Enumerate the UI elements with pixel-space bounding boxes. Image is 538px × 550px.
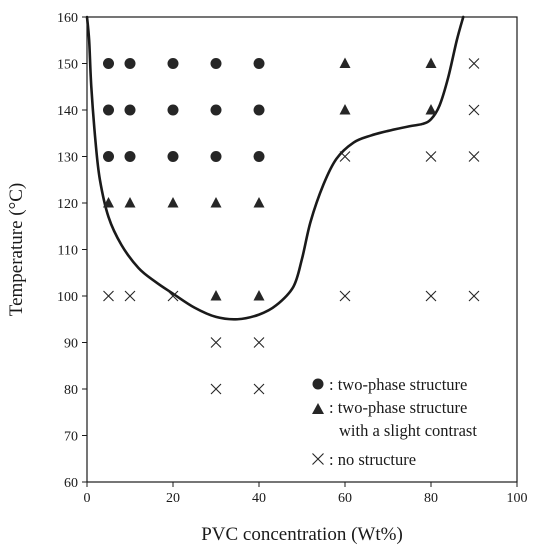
circle-point (210, 104, 222, 116)
circle-point (167, 58, 179, 69)
y-tick-label: 160 (57, 11, 78, 26)
x-axis-title: PVC concentration (Wt%) (201, 524, 403, 545)
circle-point (124, 58, 136, 69)
circle-point (103, 58, 114, 69)
circle-point (253, 58, 265, 69)
x-point (124, 290, 136, 302)
legend: : two-phase structure : two-phase struct… (312, 375, 477, 469)
y-tick-label: 90 (64, 337, 78, 352)
y-tick-label: 150 (57, 58, 78, 73)
phase-boundary-curve (85, 15, 465, 321)
y-axis: 60 70 80 90 100 110 120 130 140 150 160 (57, 11, 87, 491)
x-point (339, 290, 351, 302)
circle-point (124, 104, 136, 116)
y-tick-label: 100 (57, 290, 78, 305)
y-tick-label: 140 (57, 104, 78, 119)
x-point (210, 337, 222, 348)
x-point (468, 58, 480, 69)
x-point (339, 151, 351, 162)
triangle-point (103, 197, 114, 208)
circle-point (167, 104, 179, 116)
boundary-layer (85, 15, 465, 321)
y-tick-label: 120 (57, 197, 78, 212)
circle-point (103, 104, 114, 116)
x-point (167, 290, 179, 302)
triangle-point (124, 197, 136, 208)
circle-point (124, 151, 136, 162)
triangle-point (425, 104, 437, 115)
y-axis-title: Temperature (°C) (6, 183, 27, 316)
x-tick-label: 40 (252, 491, 266, 506)
circle-point (210, 58, 222, 69)
x-point (468, 104, 480, 116)
legend-x-marker (312, 453, 324, 465)
x-tick-label: 20 (166, 491, 180, 506)
x-tick-label: 80 (424, 491, 438, 506)
x-point (468, 151, 480, 162)
triangle-point (425, 57, 437, 68)
x-tick-label: 60 (338, 491, 352, 506)
circle-point (167, 151, 179, 162)
legend-label-two-phase: : two-phase structure (329, 375, 467, 394)
y-tick-label: 130 (57, 151, 78, 166)
triangle-point (210, 197, 222, 208)
triangle-point (339, 57, 351, 68)
y-tick-label: 80 (64, 383, 78, 398)
triangle-point (339, 104, 351, 115)
points-layer (103, 57, 480, 395)
triangle-point (210, 290, 222, 301)
plot-area (85, 15, 518, 483)
legend-triangle-marker (312, 403, 324, 414)
circle-point (103, 151, 114, 162)
circle-point (253, 104, 265, 116)
x-point (425, 290, 437, 302)
x-axis: 0 20 40 60 80 100 (84, 482, 528, 506)
y-tick-label: 70 (64, 430, 78, 445)
x-point (253, 383, 265, 395)
y-tick-label: 60 (64, 476, 78, 491)
x-tick-label: 100 (507, 491, 528, 506)
legend-label-slight-contrast-line2: with a slight contrast (339, 421, 477, 440)
x-point (253, 337, 265, 348)
legend-circle-marker (312, 378, 324, 390)
triangle-point (253, 197, 265, 208)
legend-label-no-structure: : no structure (329, 450, 416, 469)
circle-point (210, 151, 222, 162)
legend-label-slight-contrast: : two-phase structure (329, 398, 467, 417)
triangle-point (167, 197, 179, 208)
x-point (210, 383, 222, 395)
circle-point (253, 151, 265, 162)
x-point (425, 151, 437, 162)
x-point (103, 290, 114, 302)
x-point (468, 290, 480, 302)
triangle-point (253, 290, 265, 301)
x-tick-label: 0 (84, 491, 91, 506)
y-tick-label: 110 (58, 244, 78, 259)
